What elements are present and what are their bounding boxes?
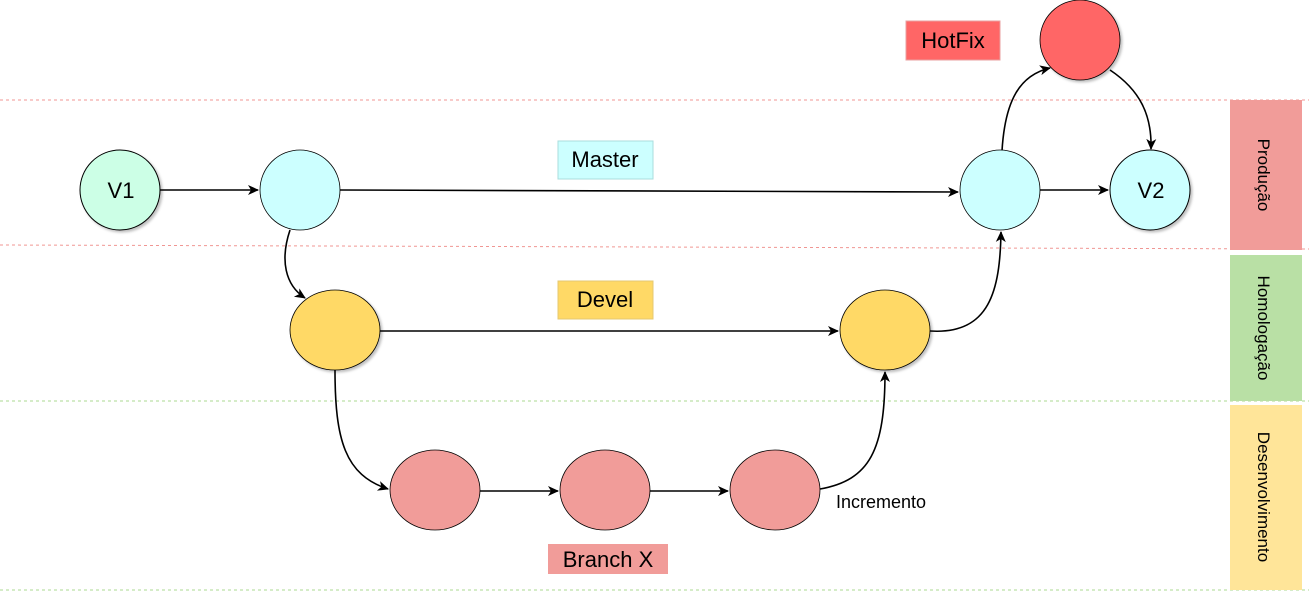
node-branch-2	[559, 449, 651, 531]
edge-master-master2	[339, 186, 959, 197]
edge-branch3-devel2	[819, 371, 890, 490]
label-devel-text: Devel	[577, 287, 633, 312]
label-devel: Devel	[557, 280, 654, 320]
edge-master-devel	[284, 229, 306, 299]
edge-devel2-master2	[929, 231, 1006, 332]
label-hotfix-text: HotFix	[921, 28, 985, 53]
env-label-producao: Produção	[1254, 139, 1273, 212]
env-label-desenvolvimento: Desenvolvimento	[1254, 432, 1273, 562]
edges	[160, 65, 1157, 496]
label-master-text: Master	[571, 147, 638, 172]
env-label-homologacao: Homologação	[1254, 276, 1273, 381]
label-branch: Branch X	[548, 544, 668, 574]
env-band-desenvolvimento: Desenvolvimento	[1230, 405, 1302, 590]
node-v2-label: V2	[1138, 178, 1165, 203]
edge-hotfix-v2	[1109, 69, 1157, 150]
node-branch-3	[729, 449, 821, 531]
label-master: Master	[557, 140, 654, 180]
node-v2: V2	[1109, 149, 1191, 231]
node-v1-label: V1	[108, 178, 135, 203]
node-master-2	[959, 149, 1041, 231]
env-band-homologacao: Homologação	[1230, 255, 1302, 401]
label-branch-text: Branch X	[563, 547, 654, 572]
node-v1: V1	[79, 149, 161, 231]
node-branch-1	[389, 449, 481, 531]
lane-separator-prod-homolog	[0, 244, 1309, 250]
label-hotfix: HotFix	[905, 20, 1001, 61]
edge-devel-branch	[334, 369, 389, 491]
node-devel-1	[289, 289, 381, 371]
label-incremento: Incremento	[836, 492, 926, 512]
node-hotfix	[1039, 0, 1121, 81]
node-master-1	[259, 149, 341, 231]
env-band-producao: Produção	[1230, 100, 1302, 250]
edge-master2-hotfix	[1001, 65, 1051, 152]
node-devel-2	[839, 289, 931, 371]
